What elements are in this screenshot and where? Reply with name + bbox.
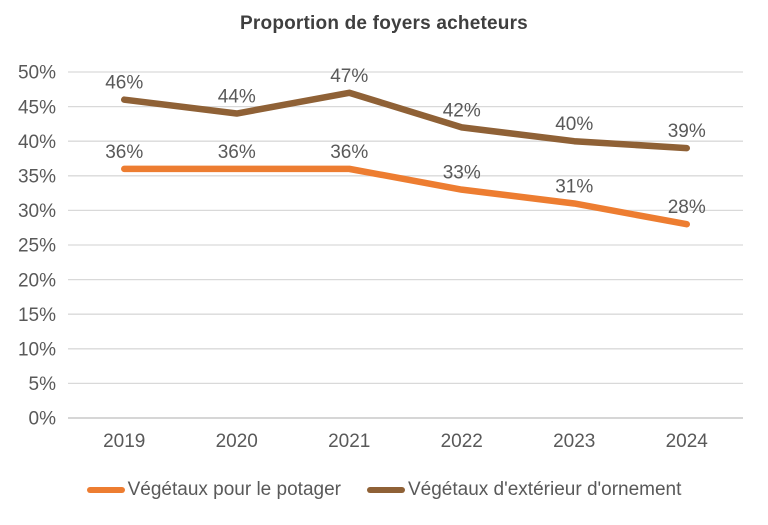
chart-canvas: 0% 5% 10% 15% 20% 25% 30% 35% 40% 45% 50% 2019 2020 2… <box>18 63 743 452</box>
data-label: 36% <box>330 142 368 163</box>
y-axis-tick-label: 25% <box>18 236 56 257</box>
data-label: 42% <box>443 100 481 121</box>
x-axis-tick-label: 2024 <box>666 431 709 452</box>
x-axis-tick-label: 2019 <box>103 431 145 452</box>
legend-swatch-icon <box>86 487 125 493</box>
legend-label: Végétaux d'extérieur d'ornement <box>407 479 682 500</box>
y-axis-tick-label: 10% <box>18 339 56 360</box>
y-axis-tick-label: 15% <box>18 305 56 326</box>
chart-legend: Végétaux pour le potager Végétaux d'extér… <box>0 479 768 501</box>
x-axis-tick-label: 2023 <box>553 431 595 452</box>
data-label: 40% <box>555 114 593 135</box>
y-axis-tick-label: 45% <box>18 97 56 118</box>
data-label: 47% <box>330 66 368 87</box>
y-axis-tick-label: 35% <box>18 166 56 187</box>
y-axis-tick-label: 40% <box>18 132 56 153</box>
data-label: 33% <box>443 163 481 184</box>
data-label: 44% <box>218 87 256 108</box>
data-label: 28% <box>668 197 706 218</box>
data-label: 39% <box>668 121 706 142</box>
x-axis-tick-label: 2020 <box>216 431 258 452</box>
y-axis-tick-label: 0% <box>29 409 57 430</box>
x-axis-tick-label: 2021 <box>328 431 370 452</box>
data-label: 36% <box>105 142 143 163</box>
chart-title: Proportion de foyers acheteurs <box>240 13 528 34</box>
x-axis-tick-label: 2022 <box>441 431 483 452</box>
legend-swatch-icon <box>366 487 405 493</box>
y-axis-tick-label: 30% <box>18 201 56 222</box>
series-line <box>121 89 690 152</box>
legend-item: Végétaux d'extérieur d'ornement <box>366 479 682 501</box>
legend-item: Végétaux pour le potager <box>86 479 341 501</box>
y-axis-tick-label: 50% <box>18 63 56 84</box>
y-axis-tick-label: 20% <box>18 270 56 291</box>
series-line <box>121 165 690 228</box>
data-label: 46% <box>105 73 143 94</box>
data-label: 31% <box>555 176 593 197</box>
y-axis-tick-label: 5% <box>29 374 57 395</box>
data-label: 36% <box>218 142 256 163</box>
legend-label: Végétaux pour le potager <box>127 479 341 500</box>
